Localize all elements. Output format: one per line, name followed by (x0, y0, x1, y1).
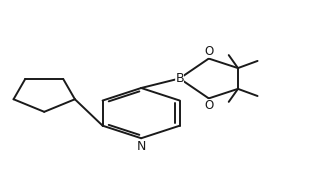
Text: O: O (204, 99, 213, 112)
Text: O: O (204, 45, 213, 58)
Text: N: N (136, 140, 146, 153)
Text: B: B (175, 72, 184, 85)
